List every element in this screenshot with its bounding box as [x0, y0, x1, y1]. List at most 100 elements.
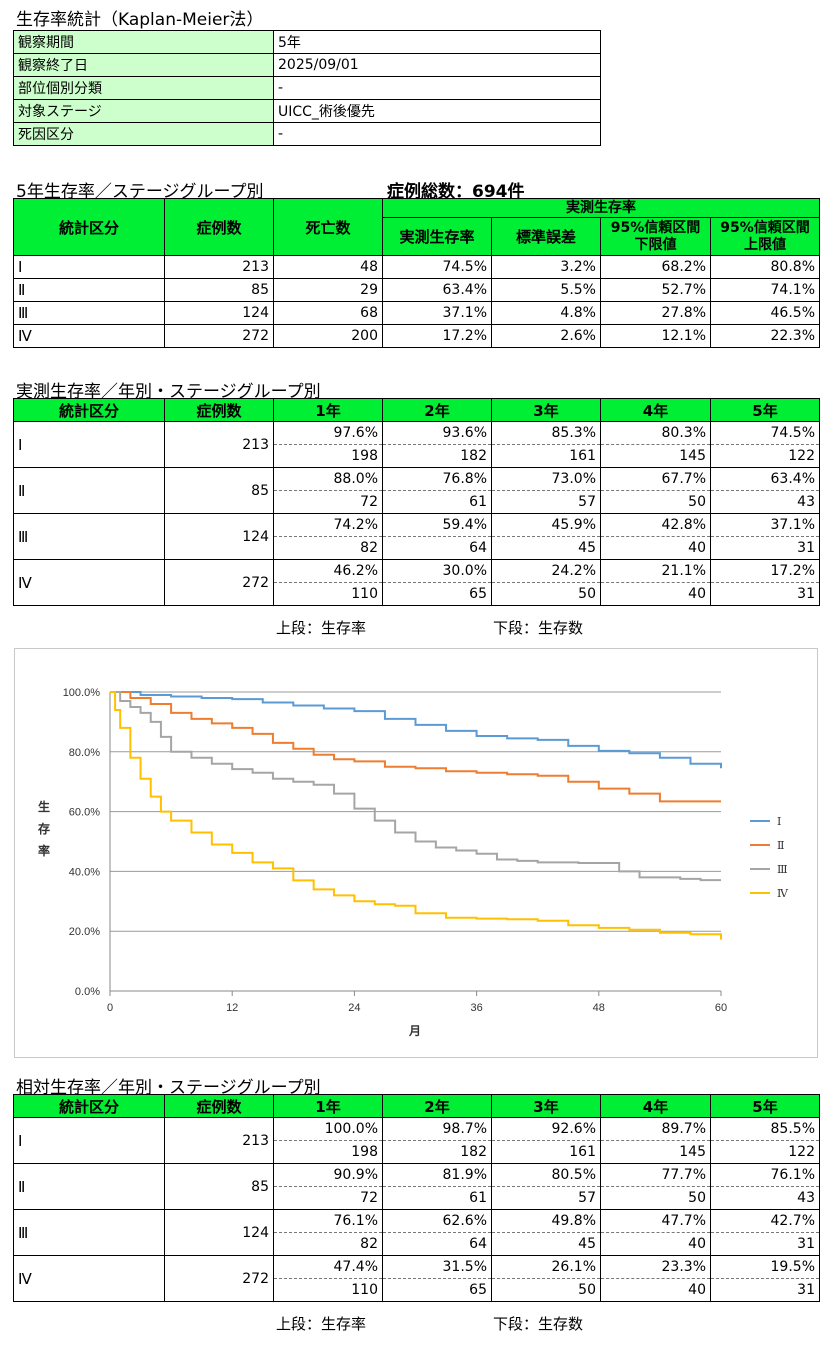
info-label: 対象ステージ	[13, 99, 274, 123]
cell-rate: 31.5%	[382, 1255, 492, 1279]
cell-count: 31	[710, 1232, 820, 1256]
header-col-1: 症例数	[164, 1094, 274, 1118]
cell-rate: 47.4%	[273, 1255, 383, 1279]
cell-deaths: 200	[273, 324, 383, 348]
cell-cases: 85	[164, 1163, 274, 1210]
cell-count: 50	[600, 1186, 711, 1210]
cell-rate: 26.1%	[491, 1255, 601, 1279]
cell-rate: 97.6%	[273, 421, 383, 445]
cell-lower: 27.8%	[600, 301, 711, 325]
x-tick-label: 48	[593, 1002, 605, 1014]
cell-count: 110	[273, 1278, 383, 1302]
stage-count-row: 82 64 45 40 31	[14, 536, 820, 560]
x-tick-label: 12	[226, 1002, 238, 1014]
cell-stage: Ⅳ	[13, 324, 165, 348]
stage-rate-row: Ⅲ 124 76.1% 62.6% 49.8% 47.7% 42.7%	[13, 1209, 820, 1256]
stage-row: Ⅲ 124 68 37.1% 4.8% 27.8% 46.5%	[13, 301, 820, 325]
cell-count: 161	[491, 444, 601, 468]
header-group: 統計区分	[13, 198, 165, 256]
header-col-1: 症例数	[164, 398, 274, 422]
header-col-4: 3年	[491, 398, 601, 422]
y-tick-label: 60.0%	[69, 807, 100, 819]
x-tick-label: 0	[107, 1002, 113, 1014]
series-line-2	[110, 691, 721, 803]
cell-rate: 23.3%	[600, 1255, 711, 1279]
info-label: 部位個別分類	[13, 76, 274, 100]
cell-count: 64	[382, 1232, 492, 1256]
cell-count: 40	[600, 1232, 711, 1256]
cell-count: 82	[273, 1232, 383, 1256]
cell-rate: 74.5%	[382, 255, 492, 279]
cell-rate: 81.9%	[382, 1163, 492, 1187]
cell-count: 110	[273, 582, 383, 606]
cell-lower: 68.2%	[600, 255, 711, 279]
cell-upper: 80.8%	[710, 255, 820, 279]
cell-cases: 213	[164, 1117, 274, 1164]
cell-count: 198	[273, 444, 383, 468]
stage-count-row: 110 65 50 40 31	[14, 1278, 820, 1302]
cell-rate: 73.0%	[491, 467, 601, 491]
cell-stage: Ⅳ	[13, 559, 165, 606]
stage-count-row: 198 182 161 145 122	[14, 444, 820, 468]
cell-rate: 85.5%	[710, 1117, 820, 1141]
info-label: 観察期間	[13, 30, 274, 54]
info-value: UICC_術後優先	[273, 99, 601, 123]
header-lower: 95%信頼区間 下限値	[600, 217, 711, 256]
cell-count: 31	[710, 1278, 820, 1302]
cell-rate: 63.4%	[382, 278, 492, 302]
y-tick-label: 80.0%	[69, 747, 100, 759]
stage-row: Ⅱ 85 29 63.4% 5.5% 52.7% 74.1%	[13, 278, 820, 302]
info-row: 対象ステージ UICC_術後優先	[13, 99, 601, 123]
y-axis-label-char: 存	[37, 821, 50, 836]
cell-count: 82	[273, 536, 383, 560]
cell-lower: 52.7%	[600, 278, 711, 302]
cell-upper: 22.3%	[710, 324, 820, 348]
cell-rate: 90.9%	[273, 1163, 383, 1187]
stage-count-row: 110 65 50 40 31	[14, 582, 820, 606]
cell-count: 61	[382, 1186, 492, 1210]
x-axis-label: 月	[408, 1024, 421, 1038]
cell-count: 45	[491, 1232, 601, 1256]
cell-count: 72	[273, 490, 383, 514]
cell-rate: 21.1%	[600, 559, 711, 583]
cell-count: 122	[710, 1140, 820, 1164]
cell-stage: Ⅲ	[13, 301, 165, 325]
cell-count: 40	[600, 536, 711, 560]
cell-rate: 47.7%	[600, 1209, 711, 1233]
x-tick-label: 36	[470, 1002, 482, 1014]
cell-se: 4.8%	[491, 301, 601, 325]
info-row: 観察期間 5年	[13, 30, 601, 54]
series-line-3	[110, 691, 721, 882]
cell-rate: 17.2%	[382, 324, 492, 348]
stage-rate-row: Ⅱ 85 88.0% 76.8% 73.0% 67.7% 63.4%	[13, 467, 820, 514]
cell-rate: 100.0%	[273, 1117, 383, 1141]
series-line-1	[110, 691, 722, 769]
info-value: -	[273, 76, 601, 100]
note-upper-relative: 上段：生存率	[276, 1315, 367, 1333]
y-tick-label: 40.0%	[69, 866, 100, 878]
info-table: 観察期間 5年 観察終了日 2025/09/01 部位個別分類 - 対象ステージ UICC_術…	[13, 30, 601, 146]
info-row: 部位個別分類 -	[13, 76, 601, 100]
header-col-6: 5年	[710, 1094, 820, 1118]
header-col-2: 1年	[273, 398, 383, 422]
cell-count: 61	[382, 490, 492, 514]
cell-count: 57	[491, 1186, 601, 1210]
header-deaths: 死亡数	[273, 198, 383, 256]
cell-count: 65	[382, 1278, 492, 1302]
page-title: 生存率統計（Kaplan-Meier法）	[16, 10, 264, 30]
cell-rate: 76.1%	[273, 1209, 383, 1233]
cell-rate: 46.2%	[273, 559, 383, 583]
info-label: 観察終了日	[13, 53, 274, 77]
stage-row: Ⅳ 272 200 17.2% 2.6% 12.1% 22.3%	[13, 324, 820, 348]
header-upper: 95%信頼区間 上限値	[710, 217, 820, 256]
header-col-3: 2年	[382, 398, 492, 422]
note-lower-relative: 下段：生存数	[493, 1315, 584, 1333]
cell-cases: 213	[164, 421, 274, 468]
cell-stage: Ⅱ	[13, 467, 165, 514]
cell-rate: 85.3%	[491, 421, 601, 445]
observed-yearly-table: 統計区分 症例数 1年 2年 3年 4年 5年 Ⅰ 213 97.6% 93.6% 85.3% 80.…	[13, 398, 820, 606]
cell-count: 50	[600, 490, 711, 514]
section3-title: 相対生存率／年別・ステージグループ別	[16, 1078, 321, 1098]
note-lower: 下段：生存数	[493, 619, 584, 637]
cell-rate: 76.8%	[382, 467, 492, 491]
